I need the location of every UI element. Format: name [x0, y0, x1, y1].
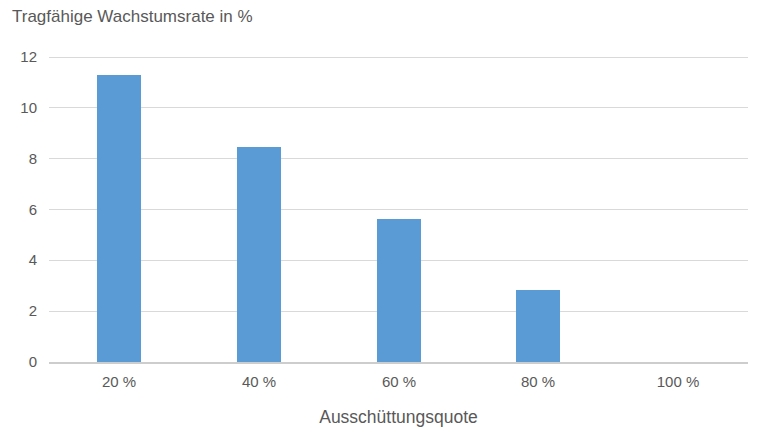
y-tick-label: 8	[0, 150, 37, 168]
y-gridline	[49, 107, 748, 108]
y-gridline	[49, 158, 748, 159]
bar	[377, 219, 421, 362]
x-tick-label: 80 %	[493, 373, 583, 391]
bar	[97, 75, 141, 362]
bar	[237, 147, 281, 362]
x-axis-line	[49, 362, 748, 364]
x-axis-title: Ausschüttungsquote	[49, 406, 748, 428]
y-tick-label: 10	[0, 99, 37, 117]
y-tick-label: 12	[0, 48, 37, 66]
bar-chart: Tragfähige Wachstumsrate in % Ausschüttu…	[0, 0, 770, 440]
bar	[516, 290, 560, 362]
y-tick-label: 6	[0, 201, 37, 219]
y-tick-label: 0	[0, 353, 37, 371]
y-tick-label: 4	[0, 251, 37, 269]
x-tick-label: 20 %	[74, 373, 164, 391]
x-tick-label: 100 %	[633, 373, 723, 391]
chart-title: Tragfähige Wachstumsrate in %	[12, 6, 253, 28]
y-gridline	[49, 57, 748, 58]
x-tick-label: 60 %	[354, 373, 444, 391]
x-tick-label: 40 %	[214, 373, 304, 391]
y-tick-label: 2	[0, 302, 37, 320]
y-gridline	[49, 209, 748, 210]
